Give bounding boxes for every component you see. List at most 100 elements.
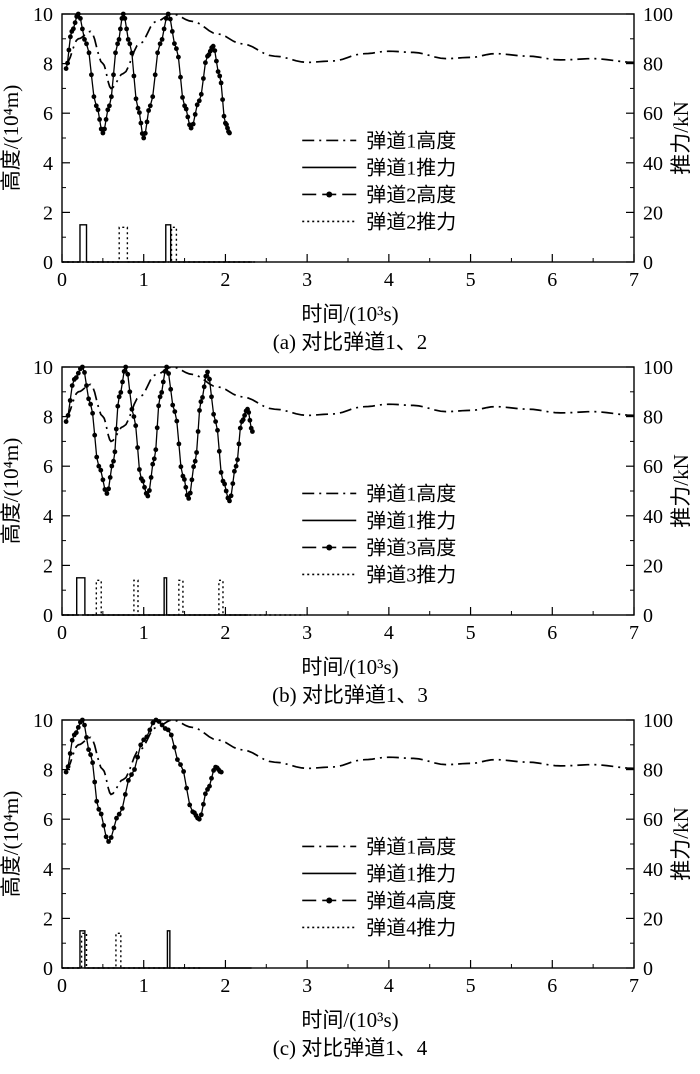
series-2-marker-dot: [211, 411, 217, 417]
legend-label-2: 弹道4高度: [366, 889, 456, 912]
x-tick-label: 5: [466, 269, 476, 291]
series-2-marker-dot: [68, 34, 73, 40]
series-2-marker-dot: [102, 487, 108, 492]
series-2-marker-dot: [125, 371, 131, 377]
series-2-marker-dot: [205, 369, 210, 375]
series-2-marker-dot: [201, 76, 206, 81]
series-2-marker-dot: [232, 468, 237, 474]
series-2-marker-dot: [154, 425, 160, 431]
series-2-marker-dot: [93, 103, 99, 109]
series-2-marker-dot: [215, 69, 221, 74]
series-2-marker-dot: [119, 806, 125, 811]
series-2-marker-dot: [183, 484, 189, 490]
series-2-marker-dot: [152, 72, 158, 78]
series-2-marker-dot: [210, 43, 216, 49]
series-2-marker-dot: [163, 16, 169, 21]
chart-c-xlabel: 时间/(10³s): [301, 1008, 399, 1032]
series-2-marker-dot: [196, 98, 202, 104]
series-2-marker-dot: [63, 66, 69, 71]
series-2-marker-dot: [127, 389, 133, 395]
series-2-marker-dot: [174, 418, 180, 424]
series-2-marker-dot: [162, 369, 168, 374]
plot-frame: [61, 719, 635, 969]
series-2-marker-dot: [240, 417, 246, 423]
series-2-marker-dot: [172, 409, 178, 414]
series-2-marker-dot: [176, 54, 181, 60]
y-left-tick-label: 0: [43, 958, 53, 980]
series-2-marker-dot: [189, 477, 195, 483]
series-2-marker-dot: [112, 449, 118, 455]
y-left-tick-label: 4: [43, 859, 53, 881]
subfigure-c: 0 1 2 3 4 5 6 7 0 2 4 6 8 10 0 20 40 60 80 100 高度/(10⁴m) 推力/k…: [0, 712, 700, 1061]
series-2-marker-dot: [213, 419, 219, 424]
series-2-marker-dot: [209, 394, 214, 400]
y-right-axis-title: 推力/kN: [669, 454, 693, 528]
series-1-thrust-pulse: [62, 930, 252, 969]
chart-b-caption: (b) 对比弹道1、3: [272, 683, 428, 707]
series-2-marker-dot: [135, 445, 141, 450]
series-2-marker-dot: [69, 737, 75, 743]
series-2-marker-dot: [129, 772, 134, 777]
series-2-marker-dot: [235, 457, 240, 463]
series-2-marker-dot: [207, 783, 212, 789]
series-2-marker-dot: [147, 103, 153, 109]
series-2-marker-dot: [203, 373, 209, 379]
y-left-tick-label: 8: [43, 407, 53, 429]
series-2-marker-dot: [131, 414, 137, 419]
x-tick-label: 7: [629, 975, 639, 997]
series-2-marker-dot: [142, 484, 147, 490]
series-2-marker-dot: [111, 825, 117, 831]
series-2-marker-dot: [165, 727, 171, 733]
series-2-marker-dot: [200, 395, 205, 400]
series-2-marker-dot: [132, 767, 137, 772]
series-2-marker-dot: [242, 413, 248, 418]
series-2-marker-dot: [104, 491, 110, 496]
series-2-marker-dot: [178, 464, 184, 470]
series-2-marker-dot: [201, 801, 206, 807]
series-2-marker-dot: [161, 26, 167, 32]
y-right-tick-label: 0: [643, 605, 653, 627]
series-2-marker-dot: [109, 94, 114, 100]
series-2-marker-dot: [142, 130, 148, 136]
series-2-marker-dot: [186, 496, 192, 501]
series-2-marker-dot: [67, 751, 73, 756]
series-2-marker-dot: [151, 456, 157, 462]
series-2-marker-dot: [133, 423, 139, 429]
y-left-tick-label: 2: [43, 555, 53, 577]
series-2-marker-dot: [212, 48, 218, 53]
series-2-marker-dot: [137, 110, 142, 115]
legend-sample-dot-2: [326, 191, 333, 198]
series-2-marker-dot: [113, 50, 118, 56]
legend-label-2: 弹道3高度: [366, 536, 456, 559]
y-left-tick-label: 4: [43, 153, 53, 175]
series-2-marker-dot: [135, 105, 141, 111]
series-2-marker-dot: [125, 37, 131, 42]
series-2-marker-dot: [124, 26, 129, 32]
series-2-marker-dot: [222, 481, 228, 487]
x-tick-label: 0: [57, 622, 67, 644]
y-left-axis-title: 高度/(10⁴m): [0, 438, 23, 544]
series-2-marker-dot: [209, 775, 214, 781]
series-2-marker-dot: [98, 126, 104, 132]
series-2-marker-dot: [84, 735, 89, 740]
series-2-marker-dot: [150, 720, 156, 726]
series-2-marker-dot: [215, 427, 220, 433]
series-2-marker-dot: [115, 403, 121, 409]
series-2-marker-dot: [86, 50, 92, 56]
series-2-marker-dot: [172, 744, 177, 750]
series-2-marker-dot: [84, 41, 89, 47]
series-2-marker-dot: [169, 29, 175, 34]
series-2-marker-dot: [88, 401, 93, 407]
series-2-marker-dot: [194, 102, 200, 108]
x-tick-label: 0: [57, 975, 67, 997]
subfigure-b: 0 1 2 3 4 5 6 7 0 2 4 6 8 10 0 20 40 60 80 100 高度/(10⁴m) 推力/k…: [0, 359, 700, 708]
series-2-marker-dot: [148, 475, 154, 480]
series-2-marker-dot: [180, 95, 185, 100]
series-2-marker-dot: [140, 478, 146, 484]
series-2-marker-dot: [145, 493, 151, 499]
x-tick-label: 5: [466, 975, 476, 997]
series-2-marker-dot: [122, 792, 128, 797]
y-right-tick-label: 40: [643, 153, 663, 175]
